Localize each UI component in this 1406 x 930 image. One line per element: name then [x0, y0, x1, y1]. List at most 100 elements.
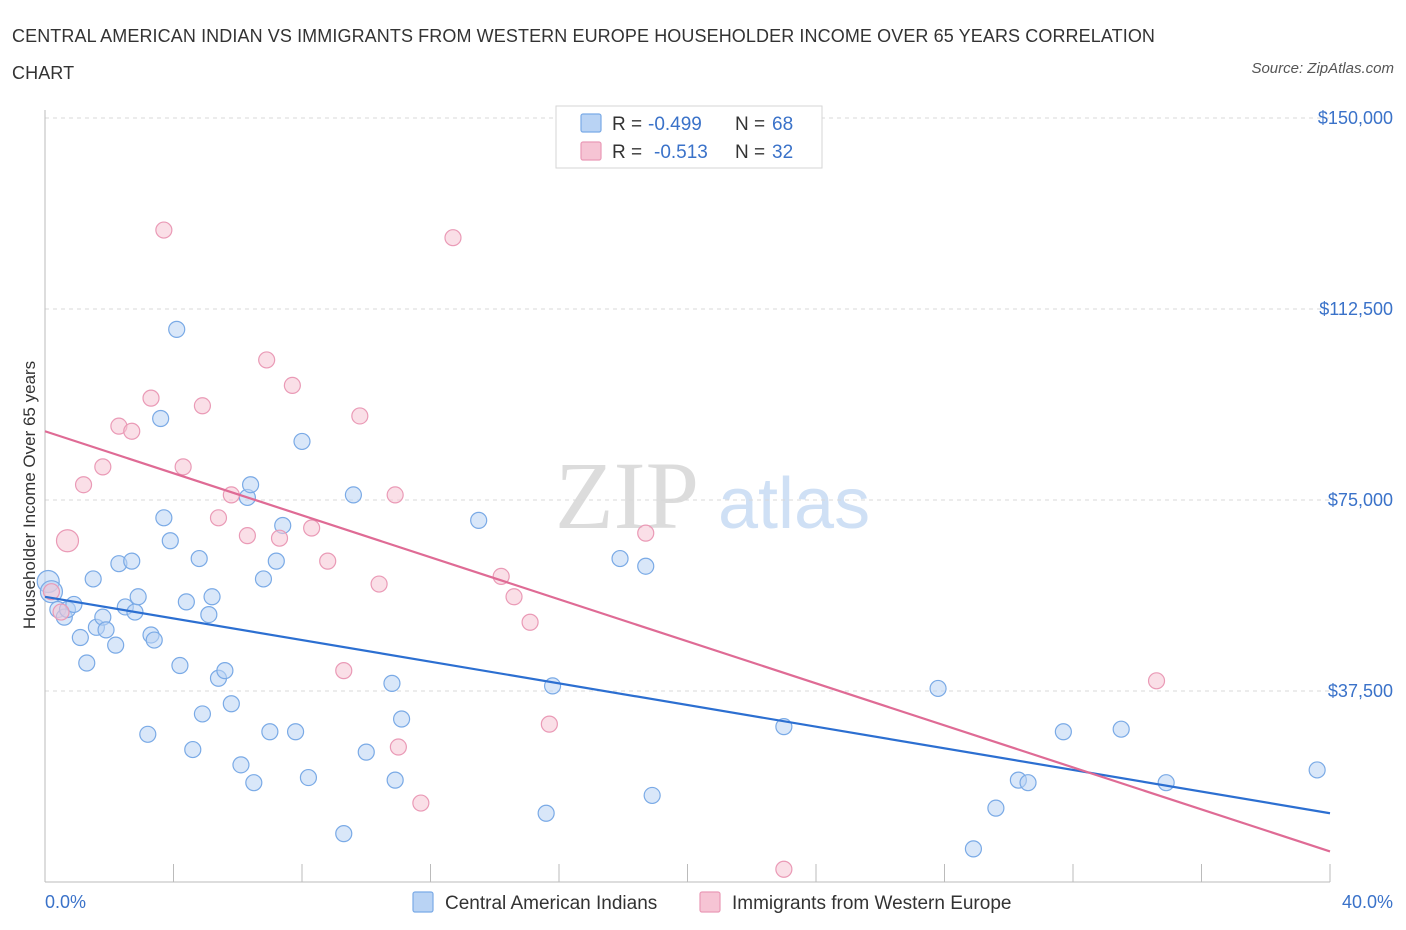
scatter-point [145, 631, 163, 649]
legend-label-central-american-indians: Central American Indians [445, 893, 657, 914]
scatter-point [152, 409, 170, 428]
scatter-point [335, 825, 353, 843]
scatter-point [184, 740, 202, 759]
scatter-point [193, 397, 212, 415]
scatter-point [245, 774, 263, 792]
legend-n-label: N = [735, 114, 765, 135]
legend-swatch-blue [580, 113, 602, 133]
scatter-point [492, 567, 510, 586]
scatter-point [142, 389, 160, 407]
scatter-point [1054, 723, 1072, 741]
scatter-point [344, 486, 362, 504]
scatter-point [299, 768, 318, 787]
legend-n-value: 68 [772, 114, 793, 135]
scatter-point [775, 860, 793, 878]
scatter-point [1019, 774, 1037, 792]
scatter-point [270, 529, 289, 547]
scatter-point [386, 771, 404, 789]
scatter-point [242, 476, 260, 494]
legend-n-label: N = [735, 142, 765, 163]
trend-lines [44, 430, 1331, 853]
scatter-point [78, 654, 96, 672]
scatter-point [283, 376, 301, 394]
legend-swatch-immigrants-western-europe [699, 891, 721, 913]
scatter-point [107, 636, 125, 654]
gridlines [45, 117, 1330, 692]
scatter-point [97, 621, 115, 639]
scatter-point [444, 229, 462, 247]
scatter-point [521, 613, 539, 631]
scatter-point [155, 221, 173, 239]
watermark-atlas: atlas [718, 464, 870, 544]
y-tick-labels: $150,000 $112,500 $75,000 $37,500 [1318, 108, 1393, 701]
scatter-point [209, 509, 228, 527]
scatter-point [261, 723, 279, 741]
scatter-point [1112, 720, 1130, 738]
scatter-point [386, 486, 404, 504]
scatter-point [168, 320, 186, 338]
series-legend: Central American Indians Immigrants from… [412, 891, 1011, 914]
scatter-point [505, 588, 523, 606]
scatter-point [216, 662, 234, 680]
scatter-point [123, 552, 141, 570]
trend-line-central-american-indians [44, 595, 1331, 815]
scatter-point [929, 679, 947, 698]
scatter-point [351, 407, 369, 425]
scatter-point [84, 570, 102, 588]
legend-r-value: -0.513 [654, 142, 708, 163]
y-tick-label: $150,000 [1318, 108, 1393, 128]
legend-swatch-central-american-indians [412, 891, 434, 913]
scatter-point [222, 695, 240, 713]
x-tick-label-start: 0.0% [45, 892, 86, 912]
scatter-point [55, 529, 80, 553]
y-tick-label: $75,000 [1328, 490, 1393, 510]
scatter-point [470, 511, 488, 529]
trend-line-immigrants-western-europe [44, 430, 1331, 853]
legend-r-label: R = [612, 114, 642, 135]
scatter-point [643, 786, 661, 805]
scatter-point [129, 588, 147, 606]
legend-n-value: 32 [772, 142, 793, 163]
scatter-point [171, 656, 189, 675]
scatter-point [203, 588, 221, 606]
scatter-point [1308, 761, 1326, 779]
y-tick-label: $112,500 [1319, 299, 1393, 319]
scatter-point [267, 552, 285, 570]
scatter-point [540, 715, 558, 733]
scatter-point [537, 804, 555, 822]
scatter-point [258, 351, 276, 369]
scatter-point [392, 710, 411, 728]
scatter-point [637, 524, 655, 542]
scatter-point [238, 527, 256, 545]
scatter-point [335, 662, 353, 680]
scatter-point [174, 458, 192, 476]
scatter-point [383, 674, 401, 692]
scatter-point [303, 519, 321, 537]
scatter-point [319, 552, 337, 570]
scatter-point [123, 422, 141, 440]
scatter-point [71, 628, 89, 647]
y-axis-label: Householder Income Over 65 years [20, 361, 39, 629]
scatter-point [190, 549, 208, 568]
scatter-point [293, 432, 311, 451]
x-tick-label-end: 40.0% [1342, 892, 1393, 912]
legend-label-immigrants-western-europe: Immigrants from Western Europe [732, 893, 1011, 914]
chart-title: CENTRAL AMERICAN INDIAN VS IMMIGRANTS FR… [12, 26, 1156, 83]
scatter-point [193, 705, 212, 723]
scatter-point [286, 723, 305, 741]
series-central-american-indians-points [36, 320, 1326, 858]
x-tick-labels: 0.0% 40.0% [45, 892, 1393, 912]
scatter-point [1147, 672, 1166, 690]
scatter-point [94, 458, 112, 476]
scatter-point [611, 549, 629, 568]
scatter-point [74, 476, 93, 494]
axes [44, 110, 1331, 883]
legend-r-value: -0.499 [648, 114, 702, 135]
scatter-point [637, 557, 655, 575]
series-immigrants-western-europe-points [42, 221, 1166, 878]
y-tick-label: $37,500 [1328, 681, 1393, 701]
scatter-point [254, 570, 273, 588]
scatter-point [987, 799, 1005, 817]
scatter-point [232, 756, 250, 774]
